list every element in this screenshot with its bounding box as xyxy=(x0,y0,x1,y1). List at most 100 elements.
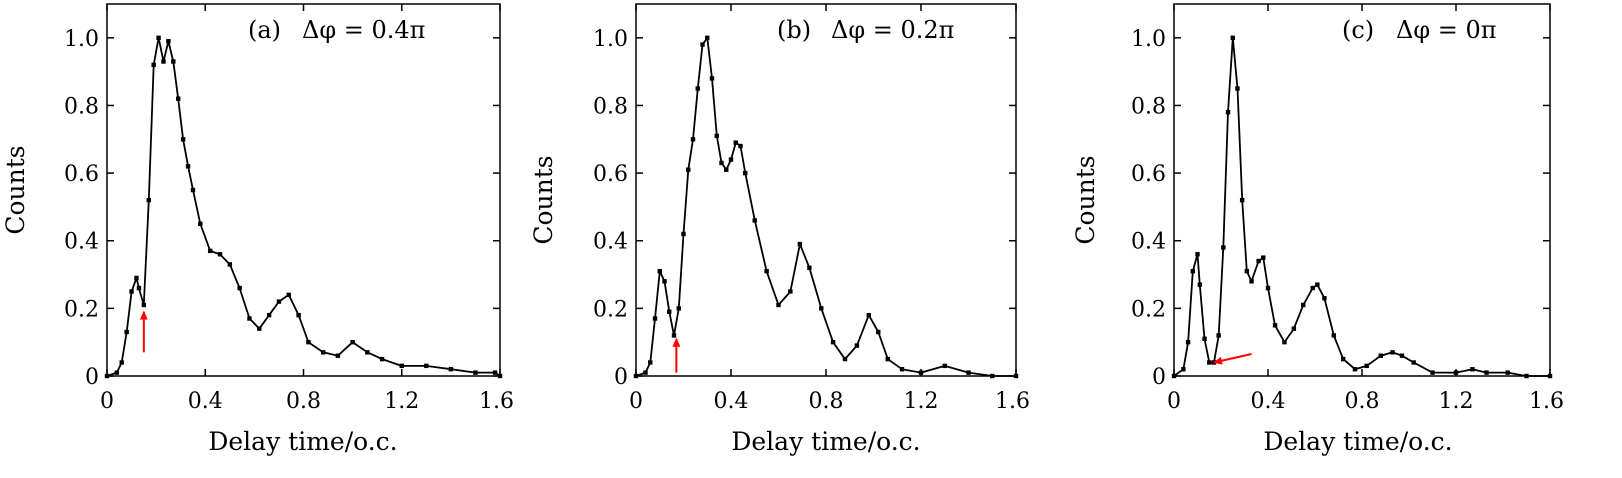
panel-b: 0 0.2 0.4 0.6 0.8 1.0 0 0.4 0.8 1.2 1.6 (b) Δφ = … xyxy=(529,3,1030,456)
data-point xyxy=(217,252,223,257)
data-point xyxy=(171,59,176,64)
data-point xyxy=(1390,350,1395,355)
data-point xyxy=(752,218,757,223)
data-point xyxy=(1261,255,1266,260)
y-tick-label: 0.2 xyxy=(593,297,628,322)
data-point xyxy=(700,42,705,47)
x-axis-title: Delay time/o.c. xyxy=(731,427,920,456)
panel-equation: Δφ = 0.4π xyxy=(302,16,425,44)
x-ticks: 0 0.4 0.8 1.2 1.6 xyxy=(100,4,514,414)
data-point xyxy=(424,363,429,369)
x-tick-label: 0.8 xyxy=(1345,389,1380,414)
data-point xyxy=(161,59,166,64)
data-point xyxy=(227,262,233,267)
series-layer xyxy=(1171,35,1553,379)
x-ticks: 0 0.4 0.8 1.2 1.6 xyxy=(629,4,1030,414)
data-point xyxy=(681,231,686,237)
data-point xyxy=(1484,370,1489,375)
data-point xyxy=(918,370,924,375)
panel-label: (a) xyxy=(248,16,281,44)
data-point xyxy=(733,140,738,145)
data-point xyxy=(942,363,947,369)
data-point xyxy=(1331,333,1336,338)
data-point xyxy=(719,160,724,166)
y-axis-title: Counts xyxy=(1,145,30,234)
data-point xyxy=(1315,282,1320,287)
y-tick-label: 1.0 xyxy=(593,27,628,52)
data-point xyxy=(1310,285,1315,291)
data-point xyxy=(399,363,404,369)
data-point xyxy=(1322,296,1327,301)
panel-c: 0 0.2 0.4 0.6 0.8 1.0 0 0.4 0.8 1.2 1.6 (c) Δφ = … xyxy=(1071,3,1564,456)
y-tick-label: 0.8 xyxy=(64,94,99,119)
data-point xyxy=(652,316,658,321)
y-tick-label: 1.0 xyxy=(1131,27,1166,52)
data-point xyxy=(1470,367,1475,372)
series-layer xyxy=(633,35,1019,379)
series-layer xyxy=(104,35,503,379)
data-point xyxy=(1291,326,1297,331)
data-point xyxy=(743,170,748,176)
data-point xyxy=(134,275,139,281)
data-point xyxy=(141,302,147,308)
y-tick-label: 0 xyxy=(1152,365,1166,390)
data-point xyxy=(129,289,134,294)
data-point xyxy=(657,268,662,274)
data-point xyxy=(690,137,696,142)
data-point xyxy=(286,292,291,298)
data-point xyxy=(166,39,171,44)
data-point xyxy=(776,302,781,308)
data-point xyxy=(1202,336,1207,341)
plot-frame xyxy=(106,3,501,377)
data-point xyxy=(1230,35,1235,41)
data-point xyxy=(146,197,151,203)
x-tick-label: 0.4 xyxy=(188,389,223,414)
data-point xyxy=(667,309,672,314)
y-tick-label: 0.4 xyxy=(1131,230,1166,255)
y-tick-label: 1.0 xyxy=(64,27,99,52)
panel-a: 0 0.2 0.4 0.6 0.8 1.0 0 0.4 0.8 1.2 1.6 (a) Δφ = … xyxy=(1,3,514,456)
red-arrow xyxy=(1212,353,1252,365)
data-point xyxy=(1524,373,1529,379)
x-tick-label: 1.2 xyxy=(1439,389,1474,414)
data-point xyxy=(1378,353,1383,358)
series-line xyxy=(106,36,501,377)
data-point xyxy=(1341,356,1346,362)
data-point xyxy=(686,167,691,172)
y-tick-label: 0.4 xyxy=(593,230,628,255)
data-point xyxy=(1244,268,1250,274)
y-tick-label: 0.2 xyxy=(1131,297,1166,322)
panel-equation: Δφ = 0.2π xyxy=(831,16,954,44)
y-tick-label: 0.8 xyxy=(593,94,628,119)
data-point xyxy=(379,356,385,362)
data-point xyxy=(1207,360,1212,365)
data-point xyxy=(1013,373,1019,379)
data-point xyxy=(1547,373,1553,379)
data-point xyxy=(1197,282,1203,287)
data-point xyxy=(695,86,700,91)
y-tick-label: 0 xyxy=(614,365,628,390)
data-point xyxy=(1256,258,1261,264)
data-point xyxy=(257,326,262,331)
data-point xyxy=(492,370,498,375)
data-point xyxy=(807,265,812,270)
y-tick-label: 0.8 xyxy=(1131,94,1166,119)
x-tick-label: 0.8 xyxy=(809,389,844,414)
panel-equation: Δφ = 0π xyxy=(1396,16,1497,44)
series-line xyxy=(1173,36,1550,377)
data-point xyxy=(728,157,734,162)
data-point xyxy=(276,299,282,304)
data-point xyxy=(990,373,995,379)
data-point xyxy=(876,329,881,335)
data-point xyxy=(1430,370,1435,375)
x-tick-label: 0.4 xyxy=(1251,389,1286,414)
data-point xyxy=(306,339,311,345)
y-ticks: 0 0.2 0.4 0.6 0.8 1.0 xyxy=(1131,27,1550,390)
data-point xyxy=(448,367,454,372)
data-point xyxy=(1225,110,1231,115)
data-point xyxy=(714,133,719,139)
data-point xyxy=(1265,285,1271,291)
data-point xyxy=(296,312,301,318)
data-point xyxy=(842,356,848,362)
y-tick-label: 0 xyxy=(85,365,99,390)
